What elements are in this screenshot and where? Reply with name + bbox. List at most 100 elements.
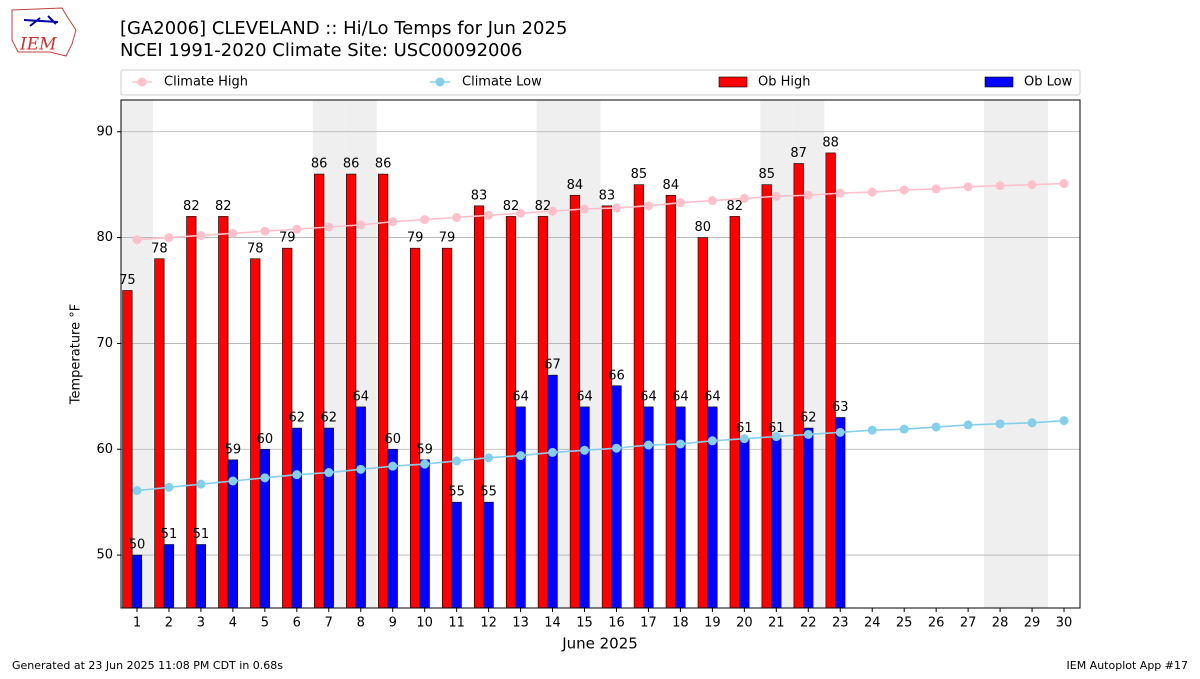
bar bbox=[579, 406, 590, 609]
bar-value-label: 79 bbox=[439, 231, 456, 246]
line-marker bbox=[420, 459, 430, 469]
line-marker bbox=[771, 191, 781, 201]
plot-frame bbox=[120, 99, 1081, 609]
line-marker bbox=[835, 427, 845, 437]
line-marker bbox=[292, 224, 302, 234]
x-tick-label: 24 bbox=[864, 616, 881, 631]
legend-label: Ob Low bbox=[1024, 75, 1073, 90]
line-marker bbox=[675, 439, 685, 449]
line-marker bbox=[611, 443, 621, 453]
bar-value-label: 61 bbox=[768, 421, 785, 436]
bar-value-label: 64 bbox=[576, 389, 593, 404]
bar-value-label: 85 bbox=[631, 167, 648, 182]
bar bbox=[547, 374, 558, 609]
bar-value-label: 55 bbox=[448, 485, 465, 500]
x-tick-label: 1 bbox=[133, 616, 141, 631]
bar-value-label: 84 bbox=[663, 178, 680, 193]
legend-marker bbox=[435, 77, 445, 87]
y-tick-label: 50 bbox=[96, 548, 113, 563]
line bbox=[136, 182, 1065, 241]
legend-label: Ob High bbox=[758, 75, 811, 90]
bar bbox=[675, 406, 686, 609]
bar-value-label: 50 bbox=[129, 538, 146, 553]
bar bbox=[314, 173, 325, 609]
x-tick-label: 7 bbox=[325, 616, 333, 631]
bar bbox=[154, 258, 165, 609]
weekend-shade bbox=[984, 100, 1017, 608]
bar bbox=[291, 427, 302, 609]
x-tick-label: 5 bbox=[261, 616, 269, 631]
bar-value-label: 64 bbox=[512, 389, 529, 404]
bar-value-label: 60 bbox=[384, 432, 401, 447]
bar-value-label: 59 bbox=[225, 442, 242, 457]
y-tick-label: 80 bbox=[96, 230, 113, 245]
bar bbox=[186, 216, 197, 609]
weekend-shade bbox=[1016, 100, 1049, 608]
x-tick-label: 13 bbox=[512, 616, 529, 631]
footer-right: IEM Autoplot App #17 bbox=[1067, 659, 1189, 672]
y-tick-label: 60 bbox=[96, 442, 113, 457]
line-marker bbox=[771, 432, 781, 442]
logo-icon bbox=[23, 15, 59, 27]
x-tick-label: 3 bbox=[197, 616, 205, 631]
bar bbox=[259, 448, 270, 609]
bar bbox=[835, 417, 846, 609]
line-marker bbox=[611, 203, 621, 213]
bar-value-label: 83 bbox=[471, 188, 488, 203]
line-marker bbox=[324, 222, 334, 232]
bar bbox=[163, 544, 175, 609]
bar bbox=[483, 501, 494, 609]
chart-title: [GA2006] CLEVELAND :: Hi/Lo Temps for Ju… bbox=[120, 18, 567, 39]
line-marker bbox=[548, 447, 558, 457]
x-tick-label: 26 bbox=[928, 616, 945, 631]
line-marker bbox=[516, 208, 526, 218]
x-tick-label: 10 bbox=[416, 616, 433, 631]
line-marker bbox=[260, 226, 270, 236]
bar-value-label: 51 bbox=[161, 527, 178, 542]
bar-value-label: 78 bbox=[247, 241, 264, 256]
bar-value-label: 59 bbox=[416, 442, 433, 457]
line-marker bbox=[1027, 180, 1037, 190]
line-marker bbox=[707, 196, 717, 206]
line-marker bbox=[931, 422, 941, 432]
bar-value-label: 78 bbox=[151, 241, 168, 256]
bar-value-label: 84 bbox=[567, 178, 584, 193]
bar bbox=[378, 173, 389, 609]
x-tick-label: 30 bbox=[1056, 616, 1073, 631]
bar bbox=[803, 427, 814, 609]
x-tick-label: 25 bbox=[896, 616, 913, 631]
line-marker bbox=[132, 486, 142, 496]
line-marker bbox=[867, 187, 877, 197]
line-marker bbox=[580, 204, 590, 214]
x-tick-label: 9 bbox=[389, 616, 397, 631]
bar-value-label: 64 bbox=[640, 389, 657, 404]
x-tick-label: 23 bbox=[832, 616, 849, 631]
x-tick-label: 20 bbox=[736, 616, 753, 631]
line-marker bbox=[292, 470, 302, 480]
line-marker bbox=[867, 425, 877, 435]
bar bbox=[218, 216, 229, 609]
line-marker bbox=[675, 198, 685, 208]
bar-value-label: 63 bbox=[832, 400, 849, 415]
bar-value-label: 86 bbox=[343, 157, 360, 172]
bar-value-label: 85 bbox=[758, 167, 775, 182]
legend-swatch bbox=[718, 76, 748, 88]
line-marker bbox=[356, 220, 366, 230]
line-marker bbox=[260, 473, 270, 483]
bar-value-label: 62 bbox=[321, 411, 338, 426]
line-marker bbox=[931, 184, 941, 194]
bar bbox=[473, 205, 485, 609]
x-tick-label: 29 bbox=[1024, 616, 1041, 631]
x-tick-label: 8 bbox=[357, 616, 365, 631]
line-marker bbox=[484, 453, 494, 463]
line-marker bbox=[1059, 179, 1069, 189]
line-marker bbox=[164, 233, 174, 243]
x-tick-label: 4 bbox=[229, 616, 237, 631]
bar bbox=[697, 237, 708, 609]
line-marker bbox=[452, 456, 462, 466]
bar-value-label: 75 bbox=[119, 273, 136, 288]
bar bbox=[771, 438, 782, 609]
bar bbox=[122, 290, 133, 609]
bar bbox=[409, 247, 421, 609]
bar-value-label: 82 bbox=[535, 199, 552, 214]
